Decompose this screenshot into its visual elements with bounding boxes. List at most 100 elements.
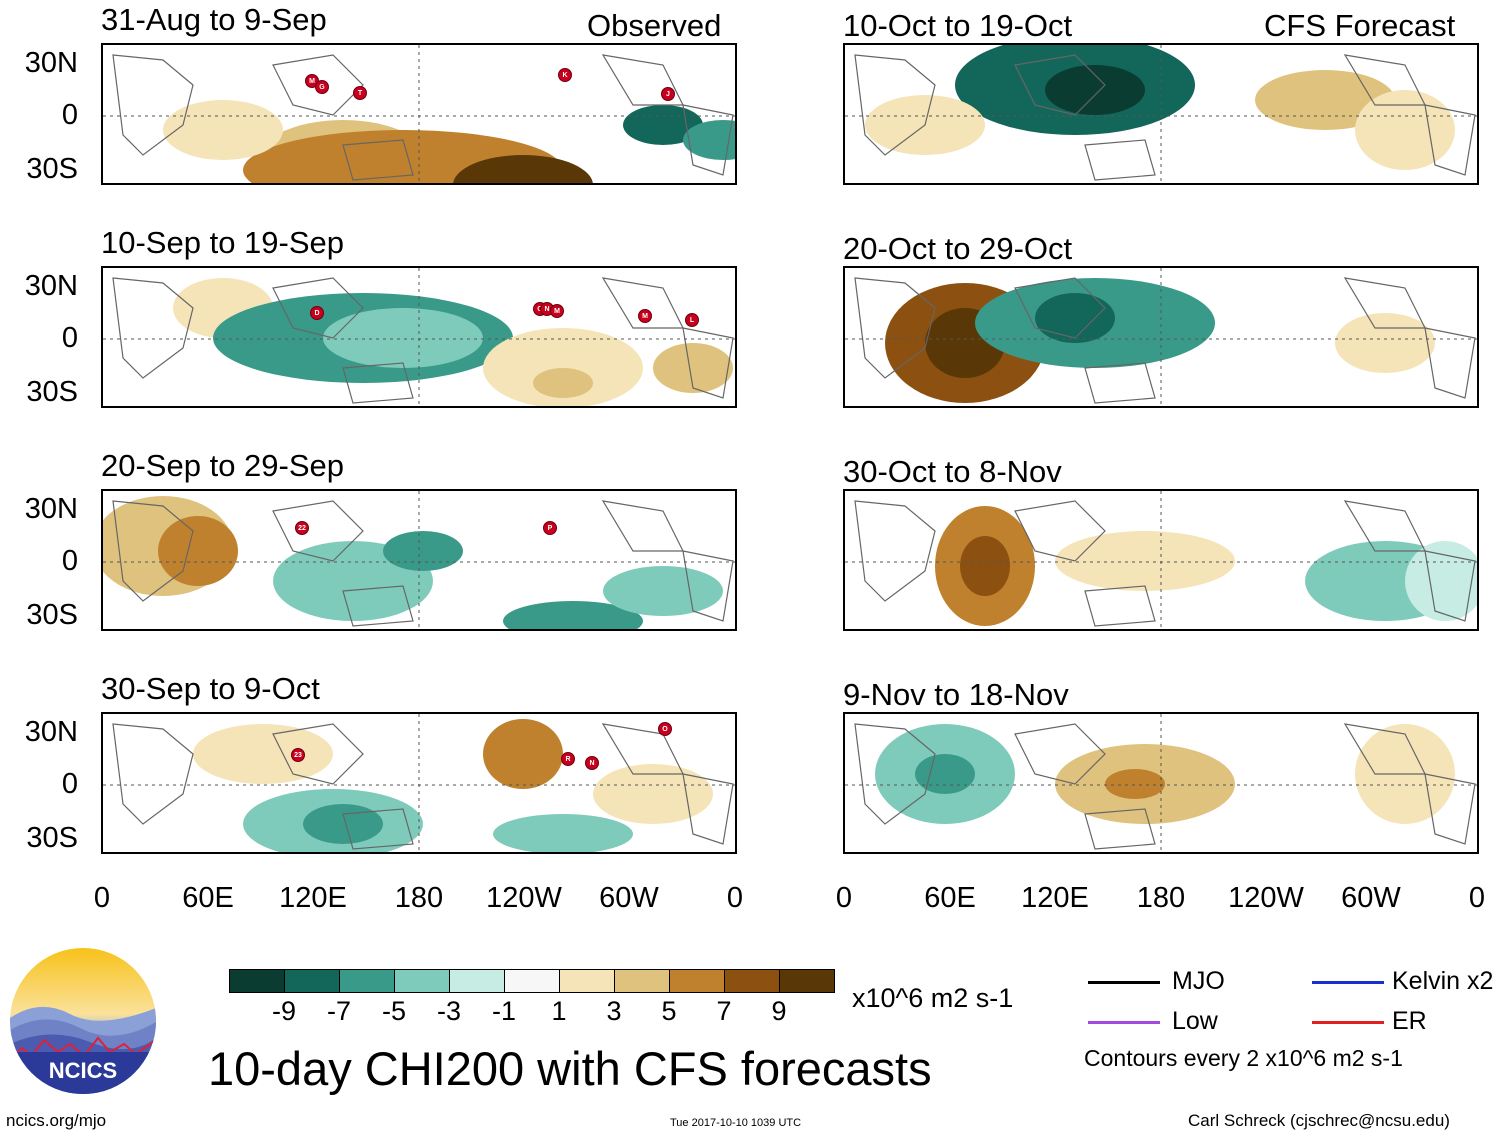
- lat-label: 0: [61, 99, 78, 131]
- colorbar-swatch: [284, 969, 340, 993]
- colorbar-label: -9: [271, 996, 297, 1026]
- lon-label: 180: [394, 882, 444, 914]
- logo-text: NCICS: [48, 1058, 118, 1083]
- anomaly-region: [1045, 65, 1145, 115]
- colorbar-swatch: [339, 969, 395, 993]
- storm-marker: M: [550, 304, 564, 318]
- coastline: [1014, 277, 1106, 339]
- lon-label: 0: [93, 882, 111, 914]
- panel-title: 9-Nov to 18-Nov: [843, 677, 1069, 712]
- anomaly-region: [683, 120, 735, 160]
- anomaly-region: [593, 764, 713, 824]
- figure-title: 10-day CHI200 with CFS forecasts: [208, 1042, 932, 1095]
- storm-marker: M: [638, 309, 652, 323]
- coastline: [854, 723, 936, 825]
- storm-marker: O: [658, 722, 672, 736]
- lon-label: 60W: [1341, 882, 1401, 914]
- site-url[interactable]: ncics.org/mjo: [6, 1111, 107, 1130]
- coastline: [112, 54, 194, 156]
- map-panel: [101, 43, 737, 185]
- lon-label: 0: [1468, 882, 1486, 914]
- colorbar-swatch: [504, 969, 560, 993]
- map-plot: [845, 491, 1477, 629]
- coastline: [1424, 327, 1476, 399]
- legend-mjo-label: MJO: [1172, 967, 1225, 995]
- lat-label: 30S: [26, 822, 78, 854]
- anomaly-region: [653, 343, 733, 393]
- colorbar-label: -3: [436, 996, 462, 1026]
- anomaly-region: [915, 754, 975, 794]
- coastline: [1424, 773, 1476, 845]
- map-panel: [843, 489, 1479, 631]
- lat-label: 30S: [26, 599, 78, 631]
- coastline: [1424, 104, 1476, 176]
- coastline: [1084, 808, 1156, 850]
- coastline: [1014, 500, 1106, 562]
- lat-label: 0: [61, 768, 78, 800]
- coastline: [682, 104, 734, 176]
- panel-title: 20-Oct to 29-Oct: [843, 231, 1073, 266]
- lat-label: 0: [61, 322, 78, 354]
- lat-label: 30S: [26, 153, 78, 185]
- anomaly-region: [483, 719, 563, 789]
- map-plot: [103, 491, 735, 629]
- legend-low-line: [1088, 1021, 1160, 1024]
- panel-title: 20-Sep to 29-Sep: [101, 448, 345, 483]
- coastline: [1014, 723, 1106, 785]
- coastline: [854, 54, 936, 156]
- colorbar-swatch: [559, 969, 615, 993]
- colorbar-label: -7: [326, 996, 352, 1026]
- storm-marker: G: [315, 80, 329, 94]
- coastline: [1084, 362, 1156, 404]
- map-plot: [103, 268, 735, 406]
- anomaly-region: [163, 100, 283, 160]
- lat-label: 30S: [26, 376, 78, 408]
- legend-mjo-line: [1088, 981, 1160, 984]
- legend-er-line: [1312, 1021, 1384, 1024]
- colorbar-swatch: [614, 969, 670, 993]
- storm-marker: 22: [295, 521, 309, 535]
- anomaly-region: [1355, 90, 1455, 170]
- lat-label: 30N: [24, 47, 78, 79]
- legend-er-label: ER: [1392, 1007, 1427, 1035]
- coastline: [272, 277, 364, 339]
- map-panel: [843, 266, 1479, 408]
- author: Carl Schreck (cjschrec@ncsu.edu): [1188, 1111, 1450, 1130]
- colorbar-label: 9: [771, 996, 787, 1026]
- colorbar-label: 3: [606, 996, 622, 1026]
- colorbar-swatch: [724, 969, 780, 993]
- storm-marker: K: [558, 68, 572, 82]
- map-panel: [843, 43, 1479, 185]
- anomaly-region: [303, 804, 383, 844]
- lon-label: 60E: [924, 882, 976, 914]
- coastline: [601, 500, 684, 552]
- anomaly-region: [533, 368, 593, 398]
- colorbar-swatch: [229, 969, 285, 993]
- storm-marker: J: [661, 87, 675, 101]
- coastline: [1084, 585, 1156, 627]
- map-panel: [101, 712, 737, 854]
- coastline: [342, 362, 414, 404]
- legend-kelvin-line: [1312, 981, 1384, 984]
- colorbar-label: -1: [491, 996, 517, 1026]
- coastline: [682, 550, 734, 622]
- map-plot: [845, 268, 1477, 406]
- legend-low-label: Low: [1172, 1007, 1218, 1035]
- anomaly-region: [158, 516, 238, 586]
- map-plot: [845, 45, 1477, 183]
- anomaly-region: [453, 155, 593, 183]
- lon-label: 120E: [279, 882, 347, 914]
- observed-label: Observed: [587, 8, 722, 43]
- coastline: [1084, 139, 1156, 181]
- colorbar-swatch: [394, 969, 450, 993]
- coastline: [342, 139, 414, 181]
- colorbar-label: -5: [381, 996, 407, 1026]
- lon-label: 120W: [1228, 882, 1304, 914]
- map-panel: [101, 489, 737, 631]
- storm-marker: D: [310, 306, 324, 320]
- lon-label: 0: [726, 882, 744, 914]
- timestamp: Tue 2017-10-10 1039 UTC: [670, 1117, 802, 1129]
- coastline: [272, 54, 364, 116]
- anomaly-region: [493, 814, 633, 852]
- colorbar-swatch: [449, 969, 505, 993]
